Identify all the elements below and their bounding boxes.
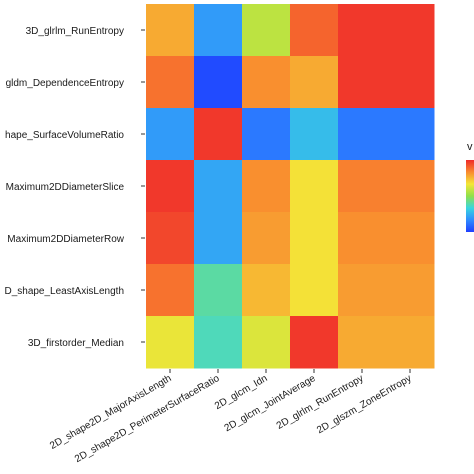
heatmap-cell <box>290 160 339 213</box>
heatmap-cell <box>146 316 195 369</box>
y-tick-label: Maximum2DDiameterRow <box>7 234 124 245</box>
heatmap-cell <box>146 4 195 57</box>
heatmap-cell <box>386 316 435 369</box>
legend: v <box>466 141 474 232</box>
heatmap-cell <box>146 264 195 317</box>
heatmap-cell <box>194 56 243 109</box>
heatmap-cell <box>338 264 387 317</box>
heatmap-cell <box>290 264 339 317</box>
heatmap-cell <box>242 4 291 57</box>
heatmap-cell <box>242 264 291 317</box>
x-tick-label: 2D_glcm_JointAverage <box>223 373 318 434</box>
heatmap-cell <box>242 160 291 213</box>
heatmap-cell <box>338 160 387 213</box>
heatmap-cell <box>146 108 195 161</box>
heatmap-cell <box>386 160 435 213</box>
heatmap-cell <box>386 4 435 57</box>
heatmap-cells <box>146 4 435 369</box>
heatmap-cell <box>194 316 243 369</box>
heatmap-cell <box>290 316 339 369</box>
y-axis: 3D_glrlm_RunEntropy gldm_DependenceEntrop… <box>4 26 145 349</box>
heatmap-cell <box>386 212 435 265</box>
y-tick-label: hape_SurfaceVolumeRatio <box>5 130 124 141</box>
heatmap-cell <box>386 108 435 161</box>
heatmap-cell <box>242 212 291 265</box>
y-tick-label: Maximum2DDiameterSlice <box>6 182 125 193</box>
heatmap-cell <box>386 56 435 109</box>
heatmap-cell <box>194 264 243 317</box>
heatmap-cell <box>146 212 195 265</box>
y-tick-label: 3D_glrlm_RunEntropy <box>26 26 124 37</box>
x-axis: 2D_shape2D_MajorAxisLength2D_shape2D_Per… <box>48 369 414 465</box>
heatmap-cell <box>194 4 243 57</box>
y-tick-label: gldm_DependenceEntropy <box>6 78 124 89</box>
heatmap-cell <box>290 56 339 109</box>
heatmap-cell <box>338 316 387 369</box>
heatmap-cell <box>242 56 291 109</box>
y-tick-label: D_shape_LeastAxisLength <box>4 286 124 297</box>
heatmap-cell <box>194 160 243 213</box>
heatmap-cell <box>146 56 195 109</box>
y-tick-label: 3D_firstorder_Median <box>28 338 124 349</box>
legend-title: v <box>467 141 473 153</box>
heatmap-cell <box>146 160 195 213</box>
heatmap-cell <box>338 212 387 265</box>
heatmap-cell <box>290 212 339 265</box>
heatmap-cell <box>338 56 387 109</box>
heatmap-cell <box>290 108 339 161</box>
heatmap-cell <box>338 4 387 57</box>
heatmap-cell <box>194 212 243 265</box>
legend-colorbar <box>466 160 474 232</box>
heatmap-cell <box>338 108 387 161</box>
heatmap-cell <box>386 264 435 317</box>
heatmap-cell <box>194 108 243 161</box>
heatmap-cell <box>242 108 291 161</box>
heatmap-cell <box>290 4 339 57</box>
heatmap-cell <box>242 316 291 369</box>
